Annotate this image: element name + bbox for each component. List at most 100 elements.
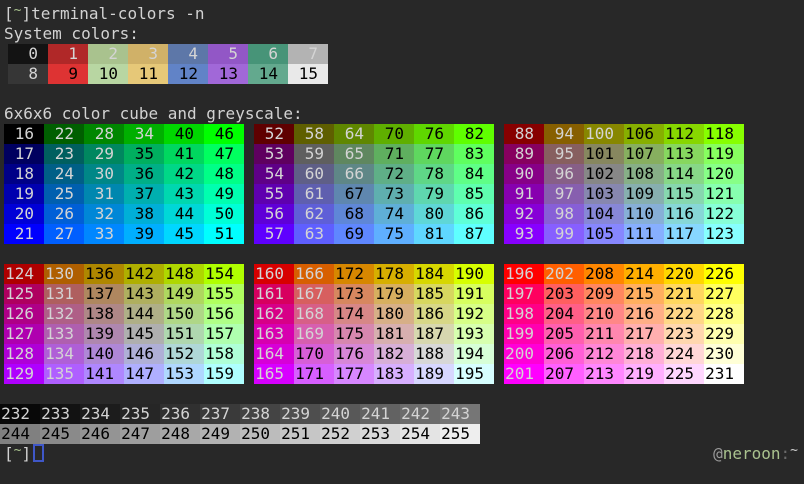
color-cell-57: 57 (254, 224, 294, 244)
color-cell-231: 231 (704, 364, 744, 384)
blank-line (0, 384, 804, 404)
color-cell-49: 49 (204, 184, 244, 204)
color-cell-23: 23 (44, 144, 84, 164)
cube-row: 127 133 139 145 151 157 (4, 324, 244, 344)
color-cell-177: 177 (334, 364, 374, 384)
color-cell-211: 211 (584, 324, 624, 344)
color-cell-233: 233 (40, 404, 80, 424)
color-cell-129: 129 (4, 364, 44, 384)
greyscale-row-244-255: 244 245 246 247 248 249 250 251 252 253 254 255 (0, 424, 804, 444)
color-cell-104: 104 (584, 204, 624, 224)
color-cell-83: 83 (454, 144, 494, 164)
color-cell-217: 217 (624, 324, 664, 344)
color-cell-68: 68 (334, 204, 374, 224)
cube-row: 199 205 211 217 223 229 (504, 324, 744, 344)
color-cell-90: 90 (504, 164, 544, 184)
color-cell-192: 192 (454, 304, 494, 324)
color-cell-219: 219 (624, 364, 664, 384)
color-cell-92: 92 (504, 204, 544, 224)
color-cell-139: 139 (84, 324, 124, 344)
status-username: neroon (722, 444, 781, 463)
color-cell-184: 184 (414, 264, 454, 284)
color-cell-178: 178 (374, 264, 414, 284)
system-colors-row-8-15: 8 9 10 11 12 13 14 15 (8, 64, 804, 84)
color-cell-95: 95 (544, 144, 584, 164)
color-cell-66: 66 (334, 164, 374, 184)
color-cell-18: 18 (4, 164, 44, 184)
color-cell-236: 236 (160, 404, 200, 424)
color-cell-35: 35 (124, 144, 164, 164)
color-cell-240: 240 (320, 404, 360, 424)
color-cell-153: 153 (164, 364, 204, 384)
color-cell-200: 200 (504, 344, 544, 364)
color-cell-253: 253 (360, 424, 400, 444)
terminal-cursor (33, 444, 45, 462)
cube-row: 93 99 105 111 117 123 (504, 224, 744, 244)
color-cell-4: 4 (168, 44, 208, 64)
cube-row: 162 168 174 180 186 192 (254, 304, 494, 324)
cube-block-16-51: 16 22 28 34 40 46 17 23 29 35 41 47 18 24 30 36 42 48 19 25… (4, 124, 244, 244)
color-cell-113: 113 (664, 144, 704, 164)
color-cell-22: 22 (44, 124, 84, 144)
color-cell-162: 162 (254, 304, 294, 324)
color-cell-80: 80 (414, 204, 454, 224)
color-cell-46: 46 (204, 124, 244, 144)
cube-block-124-159: 124 130 136 142 148 154 125 131 137 143 149 155 126 1… (4, 264, 244, 384)
color-cell-174: 174 (334, 304, 374, 324)
system-colors-label: System colors: (4, 24, 139, 43)
color-cell-39: 39 (124, 224, 164, 244)
color-cell-78: 78 (414, 164, 454, 184)
color-cell-203: 203 (544, 284, 584, 304)
cube-row: 125 131 137 143 149 155 (4, 284, 244, 304)
prompt-open-bracket: [ (4, 4, 14, 23)
color-cell-60: 60 (294, 164, 334, 184)
cube-block-88-123: 88 94 100 106 112 118 89 95 101 107 113 119 90 96 102 1… (504, 124, 744, 244)
color-cell-208: 208 (584, 264, 624, 284)
color-cell-88: 88 (504, 124, 544, 144)
color-cell-197: 197 (504, 284, 544, 304)
color-cell-218: 218 (624, 344, 664, 364)
color-cell-194: 194 (454, 344, 494, 364)
color-cell-149: 149 (164, 284, 204, 304)
color-cell-191: 191 (454, 284, 494, 304)
color-cell-147: 147 (124, 364, 164, 384)
color-cell-254: 254 (400, 424, 440, 444)
color-cell-136: 136 (84, 264, 124, 284)
greyscale-row-232-243: 232 233 234 235 236 237 238 239 240 241 242 243 (0, 404, 804, 424)
color-cell-246: 246 (80, 424, 120, 444)
color-cell-222: 222 (664, 304, 704, 324)
color-cell-61: 61 (294, 184, 334, 204)
color-cell-112: 112 (664, 124, 704, 144)
cube-block-196-231: 196 202 208 214 220 226 197 203 209 215 221 227 198 2… (504, 264, 744, 384)
color-cell-255: 255 (440, 424, 480, 444)
color-cell-226: 226 (704, 264, 744, 284)
color-cell-0: 0 (8, 44, 48, 64)
color-cell-58: 58 (294, 124, 334, 144)
color-cell-225: 225 (664, 364, 704, 384)
color-cell-71: 71 (374, 144, 414, 164)
cube-row: 19 25 31 37 43 49 (4, 184, 244, 204)
cube-row: 129 135 141 147 153 159 (4, 364, 244, 384)
color-cell-131: 131 (44, 284, 84, 304)
cube-block-160-195: 160 166 172 178 184 190 161 167 173 179 185 191 162 1… (254, 264, 494, 384)
cube-row: 198 204 210 216 222 228 (504, 304, 744, 324)
color-cell-85: 85 (454, 184, 494, 204)
color-cell-114: 114 (664, 164, 704, 184)
color-cell-207: 207 (544, 364, 584, 384)
color-cell-28: 28 (84, 124, 124, 144)
color-cell-107: 107 (624, 144, 664, 164)
cube-row: 54 60 66 72 78 84 (254, 164, 494, 184)
status-host: @neroon:~ (713, 443, 798, 466)
color-cell-138: 138 (84, 304, 124, 324)
color-cell-135: 135 (44, 364, 84, 384)
color-cell-176: 176 (334, 344, 374, 364)
color-cell-59: 59 (294, 144, 334, 164)
color-cell-3: 3 (128, 44, 168, 64)
color-cell-6: 6 (248, 44, 288, 64)
color-cell-11: 11 (128, 64, 168, 84)
color-cell-148: 148 (164, 264, 204, 284)
cube-row: 21 27 33 39 45 51 (4, 224, 244, 244)
color-cell-115: 115 (664, 184, 704, 204)
color-cell-159: 159 (204, 364, 244, 384)
